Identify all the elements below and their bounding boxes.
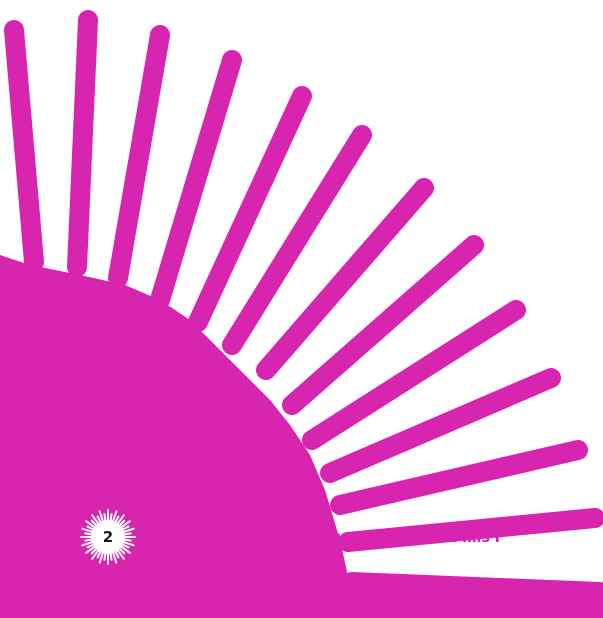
badge-ray [123,538,132,542]
ray-3 [108,25,170,288]
badge-ray [86,543,94,549]
badge-ray [123,527,135,533]
burst-base [0,255,603,618]
badge-ray [120,520,131,529]
badge-ray [112,552,118,564]
badge-ray [85,545,96,554]
badge-ray [85,520,96,529]
badge-ray [116,549,125,560]
ray-4 [150,50,242,310]
badge-ray [81,527,93,533]
ray-2 [67,10,98,277]
badge-ray [122,525,130,531]
badge-ray [123,541,135,547]
badge-ray [109,513,113,522]
case-study-title: Case Study: PT Bungasari Flour Mills I [193,528,500,546]
badge-ray [116,514,125,525]
badge-ray [98,510,104,522]
badge-ray [86,525,94,531]
ray-13 [342,572,603,602]
badge-ray [81,541,93,547]
ray-9 [302,300,526,450]
page-number-badge: 2 [80,509,136,565]
burst-rays [4,10,603,602]
badge-ray [109,552,113,561]
badge-ray [103,513,107,522]
ray-8 [282,235,484,415]
badge-ray [119,519,126,526]
badge-ray [84,532,93,536]
ray-5 [188,86,312,332]
page-number: 2 [102,528,114,546]
sunburst-icon [80,509,136,565]
ray-6 [222,125,372,355]
ray-10 [320,368,561,483]
badge-ray [91,514,100,525]
badge-ray [90,548,97,555]
badge-ray [91,549,100,560]
ray-7 [256,178,434,380]
badge-ray [123,532,132,536]
badge-ray [96,515,102,523]
ray-1 [4,20,44,272]
badge-ray [120,545,131,554]
badge-ray [103,552,107,561]
badge-ray [96,551,102,559]
badge-ray [122,543,130,549]
ray-11 [330,440,588,515]
badge-ray [119,548,126,555]
badge-ray [84,538,93,542]
badge-ray [90,519,97,526]
ray-12 [338,508,603,552]
badge-ray [114,551,120,559]
badge-ray [114,515,120,523]
badge-ray [112,510,118,522]
badge-ray [98,552,104,564]
